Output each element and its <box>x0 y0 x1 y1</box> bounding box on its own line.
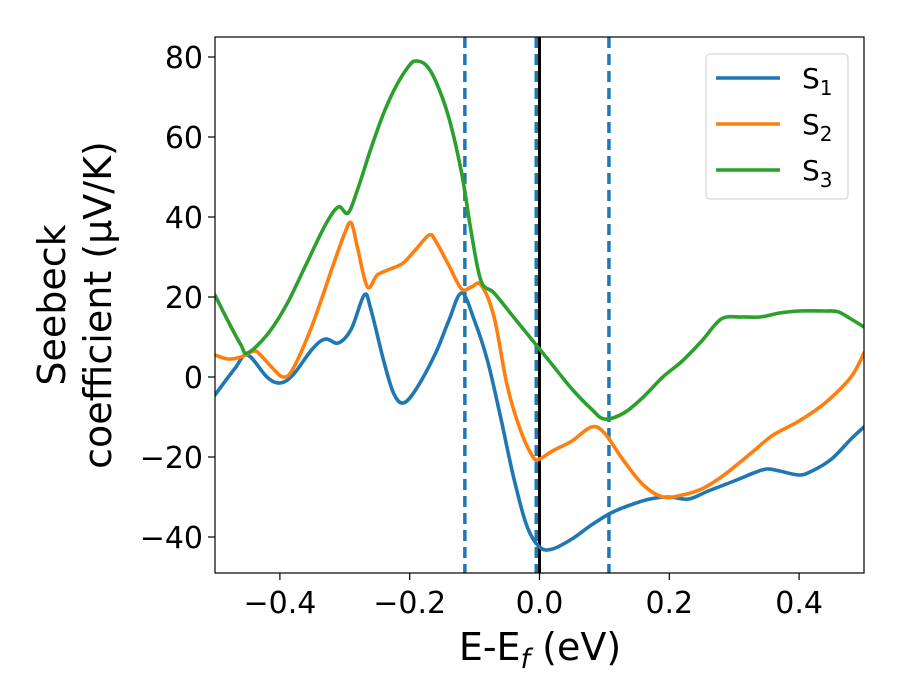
y-tick-label: −20 <box>140 441 203 476</box>
x-tick-label: 0.4 <box>775 586 823 621</box>
x-axis: −0.4 −0.2 0.0 0.2 0.4 <box>243 573 823 621</box>
y-axis-title: Seebeck coefficient (μV/K) <box>30 141 120 469</box>
legend-box <box>705 53 849 200</box>
legend-label-s2: S2 <box>802 108 833 146</box>
series-lines <box>215 59 864 552</box>
y-tick-label: 0 <box>184 361 203 396</box>
x-tick-label: −0.4 <box>243 586 316 621</box>
series-line-s3 <box>215 59 864 421</box>
x-tick-label: 0.0 <box>516 586 564 621</box>
legend-label-s1: S1 <box>802 62 833 100</box>
x-tick-label: −0.2 <box>373 586 446 621</box>
legend-label-s3: S3 <box>802 154 833 192</box>
y-axis-title-line1: Seebeck <box>30 224 74 385</box>
legend: S1 S2 S3 <box>705 53 849 200</box>
series-line-s2 <box>215 220 864 500</box>
y-tick-label: 60 <box>165 121 203 156</box>
y-tick-label: 20 <box>165 281 203 316</box>
series-line-s1 <box>215 291 864 552</box>
y-tick-label: −40 <box>140 521 203 556</box>
x-axis-title: E-Ef (eV) <box>459 625 621 675</box>
reference-lines <box>463 37 611 573</box>
y-axis: −40 −20 0 20 40 60 80 <box>140 41 215 556</box>
x-tick-label: 0.2 <box>645 586 693 621</box>
y-axis-title-line2: coefficient (μV/K) <box>76 141 120 469</box>
y-tick-label: 80 <box>165 41 203 76</box>
y-tick-label: 40 <box>165 201 203 236</box>
